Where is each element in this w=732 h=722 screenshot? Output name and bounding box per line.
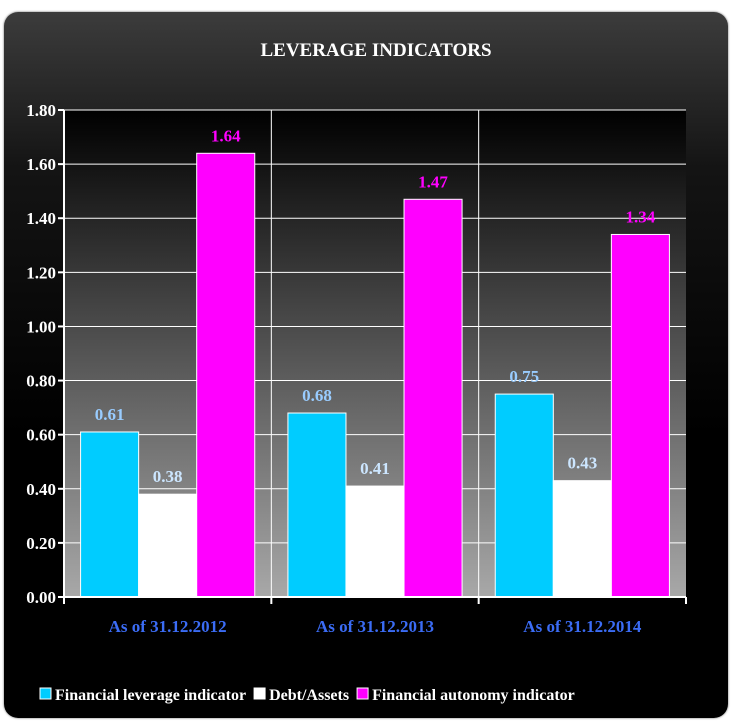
y-tick-label: 1.40 [26,209,56,228]
data-labels: 0.61 0.68 0.75 0.38 0.41 0.43 1.64 1.47 1.34 [95,126,656,486]
legend-label: Financial autonomy indicator [372,687,575,704]
bar [552,480,612,598]
y-tick-label: 0.00 [26,588,56,607]
legend-label: Financial leverage indicator [55,687,246,704]
bar [403,198,463,598]
data-label: 0.75 [509,367,539,386]
data-label: 0.61 [95,405,125,424]
bar [80,431,140,598]
y-tick-label: 0.80 [26,372,56,391]
bar [287,412,347,598]
y-tick-label: 1.80 [26,101,56,120]
x-category-label: As of 31.12.2013 [316,617,434,636]
bar [610,233,670,598]
bars [80,152,670,598]
data-label: 1.34 [626,207,656,226]
data-label: 0.68 [302,386,332,405]
y-tick-label: 1.60 [26,155,56,174]
bar [345,485,405,598]
y-tick-label: 1.20 [26,263,56,282]
axes: 0.00 0.20 0.40 0.60 0.80 1.00 1.20 1.40 1.60 1.80… [26,101,687,636]
y-tick-label: 0.20 [26,534,56,553]
chart-title: LEVERAGE INDICATORS [260,40,491,61]
data-label: 1.47 [418,172,448,191]
data-label: 1.64 [211,126,241,145]
legend-swatch [253,687,266,700]
legend-swatch [356,687,369,700]
data-label: 0.41 [360,459,390,478]
bar [494,393,554,598]
gridlines [64,109,686,597]
bar [138,493,198,598]
legend-swatch [39,687,52,700]
data-label: 0.38 [153,467,183,486]
legend: Financial leverage indicator Debt/Assets F… [39,687,575,704]
y-tick-label: 0.60 [26,426,56,445]
y-tick-label: 0.40 [26,480,56,499]
bar [196,152,256,598]
x-category-label: As of 31.12.2014 [523,617,642,636]
legend-label: Debt/Assets [269,687,349,704]
x-category-label: As of 31.12.2012 [109,617,227,636]
data-label: 0.43 [567,454,597,473]
y-tick-label: 1.00 [26,317,56,336]
